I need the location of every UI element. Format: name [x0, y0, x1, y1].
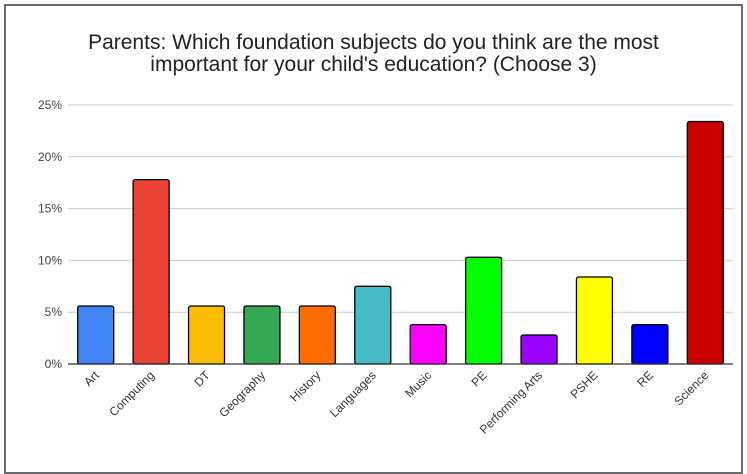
y-tick-label: 5%	[45, 305, 63, 319]
chart-frame	[4, 4, 743, 474]
x-tick-label: PE	[469, 368, 490, 389]
x-tick-label: Art	[81, 368, 102, 389]
x-tick-label: History	[287, 368, 323, 404]
x-tick-label: Geography	[216, 368, 268, 420]
x-tick-label: RE	[634, 368, 656, 390]
y-tick-label: 0%	[45, 357, 63, 371]
x-tick-label: Computing	[106, 368, 157, 419]
bar-chart: 0% 5% 10% 15% 20% 25% Art Computing DT Geography…	[38, 98, 733, 437]
bar-pshe	[575, 276, 614, 365]
x-tick-label: PSHE	[568, 368, 601, 401]
gridlines	[68, 104, 733, 313]
y-axis: 0% 5% 10% 15% 20% 25%	[38, 98, 62, 371]
y-tick-label: 10%	[38, 253, 62, 267]
x-tick-label: Languages	[327, 368, 379, 420]
bar-music	[409, 323, 447, 365]
x-axis: Art Computing DT Geography History Languages M…	[68, 363, 733, 437]
bar-geography	[243, 305, 281, 365]
bar-computing	[132, 178, 170, 365]
chart-title-line-2: important for your child's education? (C…	[150, 53, 597, 76]
bar-art	[77, 305, 115, 365]
x-tick-label: Science	[671, 368, 711, 408]
chart-title-line-1: Parents: Which foundation subjects do yo…	[88, 31, 659, 54]
bar-re	[631, 323, 669, 365]
bar-pe	[464, 256, 503, 365]
chart-title: Parents: Which foundation subjects do yo…	[8, 32, 739, 76]
y-tick-label: 15%	[38, 202, 62, 216]
bar-performing-arts	[520, 334, 558, 365]
y-tick-label: 20%	[38, 150, 62, 164]
bar-dt	[187, 305, 226, 365]
x-tick-label: Music	[402, 368, 434, 400]
x-tick-label: DT	[191, 368, 213, 390]
bar-science	[686, 120, 724, 365]
y-tick-label: 25%	[38, 98, 62, 112]
bar-languages	[354, 285, 392, 365]
bar-history	[298, 305, 337, 365]
bars	[77, 120, 724, 365]
